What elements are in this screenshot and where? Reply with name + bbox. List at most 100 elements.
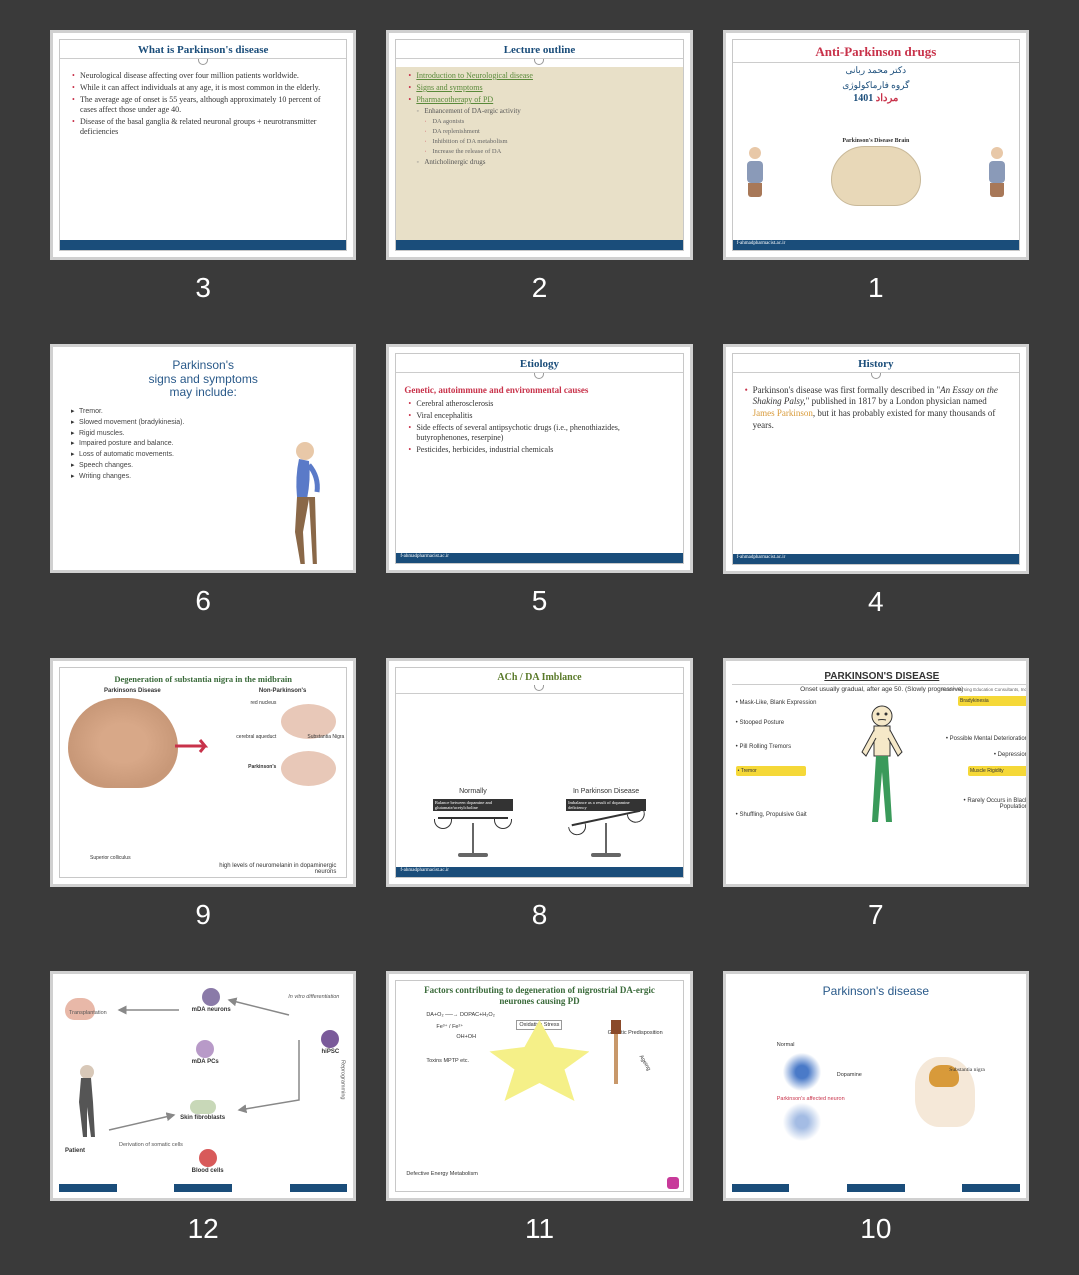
slide-8-wrap: ACh / DA Imblance Normally Balance betwe…: [386, 658, 692, 932]
slide-1-title: Anti-Parkinson drugs: [733, 40, 1019, 63]
caption: Imbalance as a result of dopamine defici…: [566, 799, 646, 811]
ring-icon: [534, 59, 544, 65]
label-dopamine: Dopamine: [837, 1072, 862, 1078]
slide-5-title: Etiology: [396, 354, 682, 373]
slide-2[interactable]: Lecture outline Introduction to Neurolog…: [386, 30, 692, 260]
label-affected: Parkinson's affected neuron: [777, 1096, 845, 1102]
bullet: Disease of the basal ganglia & related n…: [72, 117, 338, 137]
slide-grid: What is Parkinson's disease Neurological…: [50, 30, 1029, 1245]
neuron-star-icon: [489, 1020, 589, 1110]
outline-item: Pharmacotherapy of PD: [408, 95, 674, 105]
neuron-icon: [777, 1102, 827, 1142]
ring-icon: [534, 685, 544, 691]
slide-1[interactable]: Anti-Parkinson drugs دکتر محمد ربانی گرو…: [723, 30, 1029, 260]
slide-number: 9: [195, 899, 211, 931]
bullet: Pesticides, herbicides, industrial chemi…: [408, 445, 674, 455]
slide-7-title: PARKINSON'S DISEASE: [732, 667, 1029, 685]
etiology-lead: Genetic, autoimmune and environmental ca…: [404, 385, 674, 396]
slide-11-title: Factors contributing to degeneration of …: [396, 981, 682, 1010]
slide-number: 12: [188, 1213, 219, 1245]
department: گروه فارماکولوژی: [733, 80, 1019, 91]
label-fe: Fe³⁺ / Fe²⁺: [436, 1024, 463, 1030]
slide-number: 6: [195, 585, 211, 617]
label-oh: OH+OH: [456, 1034, 476, 1040]
bullet: The average age of onset is 55 years, al…: [72, 95, 338, 115]
slide-number: 3: [195, 272, 211, 304]
symptom: Slowed movement (bradykinesia).: [71, 419, 339, 428]
rigidity-box: Muscle Rigidity: [968, 766, 1028, 776]
slide-8-title: ACh / DA Imblance: [396, 668, 682, 685]
slide-9[interactable]: Degeneration of substantia nigra in the …: [50, 658, 356, 888]
slide-7[interactable]: PARKINSON'S DISEASE Onset usually gradua…: [723, 658, 1029, 888]
brain-icon: [831, 146, 921, 206]
footer-bar: f-ahmadpharmacist.ac.ir: [396, 553, 682, 563]
slide-number: 4: [868, 586, 884, 618]
slide-4-wrap: History Parkinson's disease was first fo…: [723, 344, 1029, 618]
copyright: ©2007 Nursing Education Consultants, Inc…: [942, 687, 1028, 692]
slide-10-title: Parkinson's disease: [732, 980, 1020, 1000]
slide-7-wrap: PARKINSON'S DISEASE Onset usually gradua…: [723, 658, 1029, 932]
slide-9-title: Degeneration of substantia nigra in the …: [60, 668, 346, 686]
pd-neuron-diagram: Normal Parkinson's affected neuron Dopam…: [732, 1000, 1020, 1184]
history-text: Parkinson's disease was first formally d…: [745, 385, 1011, 432]
caption: Balance between dopamine and glutamate/a…: [433, 799, 513, 811]
label-ca: cerebral aqueduct: [236, 734, 276, 740]
slide-5-wrap: Etiology Genetic, autoimmune and environ…: [386, 344, 692, 618]
label-pd: Parkinsons Disease: [104, 688, 161, 694]
slide-5-bullets: Cerebral atherosclerosis Viral encephali…: [404, 399, 674, 455]
label-tox: Toxins MPTP etc.: [426, 1058, 469, 1064]
label-sn: Substantia Nigra: [307, 734, 344, 740]
slide-11[interactable]: Factors contributing to degeneration of …: [386, 971, 692, 1201]
slide-6[interactable]: Parkinson's signs and symptoms may inclu…: [50, 344, 356, 574]
flow-arrows-icon: [59, 980, 347, 1184]
slide-4[interactable]: History Parkinson's disease was first fo…: [723, 344, 1029, 574]
scales-diagram: Normally Balance between dopamine and gl…: [396, 694, 682, 868]
slide-2-outline: Introduction to Neurological disease Sig…: [404, 71, 674, 167]
brady-box: Bradykinesia: [958, 696, 1028, 706]
cartoon-person-icon: [852, 702, 912, 842]
slide-number: 10: [860, 1213, 891, 1245]
hammer-icon: [583, 1020, 643, 1100]
footer-blocks: [732, 1184, 1020, 1192]
brain-label: Parkinson's Disease Brain: [831, 138, 921, 144]
arrow-icon: [175, 736, 215, 756]
slide-2-wrap: Lecture outline Introduction to Neurolog…: [386, 30, 692, 304]
bullet: Side effects of several antipsychotic dr…: [408, 423, 674, 443]
label-rx: DA+O₂ ──→ DOPAC+H₂O₂: [426, 1012, 495, 1018]
footer-bar: f-ahmadpharmacist.ac.ir: [733, 240, 1019, 250]
symptom: Tremor.: [71, 408, 339, 417]
slide-5[interactable]: Etiology Genetic, autoimmune and environ…: [386, 344, 692, 574]
label-normal: Normal: [777, 1042, 845, 1048]
footer-bar: [396, 240, 682, 250]
label-sc: Superior colliculus: [90, 855, 131, 861]
brain-figure: Parkinson's Disease Brain: [733, 104, 1019, 240]
caption: high levels of neuromelanin in dopaminer…: [216, 863, 336, 875]
outline-sub: Anticholinergic drugs: [408, 158, 674, 167]
label-rn: red nucleus: [250, 700, 276, 706]
author-name: دکتر محمد ربانی: [733, 65, 1019, 76]
brain-diagram: Parkinsons Disease Non-Parkinson's red n…: [60, 686, 346, 878]
slide-8[interactable]: ACh / DA Imblance Normally Balance betwe…: [386, 658, 692, 888]
slide-3-title: What is Parkinson's disease: [60, 40, 346, 59]
ring-icon: [198, 59, 208, 65]
slide-3[interactable]: What is Parkinson's disease Neurological…: [50, 30, 356, 260]
slide-12[interactable]: mDA neurons mDA PCs hiPSC Skin fibroblas…: [50, 971, 356, 1201]
label-normally: Normally: [459, 788, 487, 795]
slide-6-title: Parkinson's signs and symptoms may inclu…: [59, 353, 347, 402]
midbrain-section-icon: [281, 751, 336, 786]
slide-10-wrap: Parkinson's disease Normal Parkinson's a…: [723, 971, 1029, 1245]
brain-ventral-icon: [68, 698, 178, 788]
corner-badge-icon: [667, 1177, 679, 1189]
outline-item: Signs and symptoms: [408, 83, 674, 93]
neuron-icon: [777, 1052, 827, 1092]
outline-sub2: DA replenishment: [408, 128, 674, 136]
label-sn: Substantia nigra: [949, 1067, 985, 1073]
slide-number: 1: [868, 272, 884, 304]
slide-11-wrap: Factors contributing to degeneration of …: [386, 971, 692, 1245]
outline-sub: Enhancement of DA-ergic activity: [408, 107, 674, 116]
slide-1-wrap: Anti-Parkinson drugs دکتر محمد ربانی گرو…: [723, 30, 1029, 304]
footer-bar: f-ahmadpharmacist.ac.ir: [733, 554, 1019, 564]
bullet: Viral encephalitis: [408, 411, 674, 421]
slide-3-wrap: What is Parkinson's disease Neurological…: [50, 30, 356, 304]
slide-10[interactable]: Parkinson's disease Normal Parkinson's a…: [723, 971, 1029, 1201]
